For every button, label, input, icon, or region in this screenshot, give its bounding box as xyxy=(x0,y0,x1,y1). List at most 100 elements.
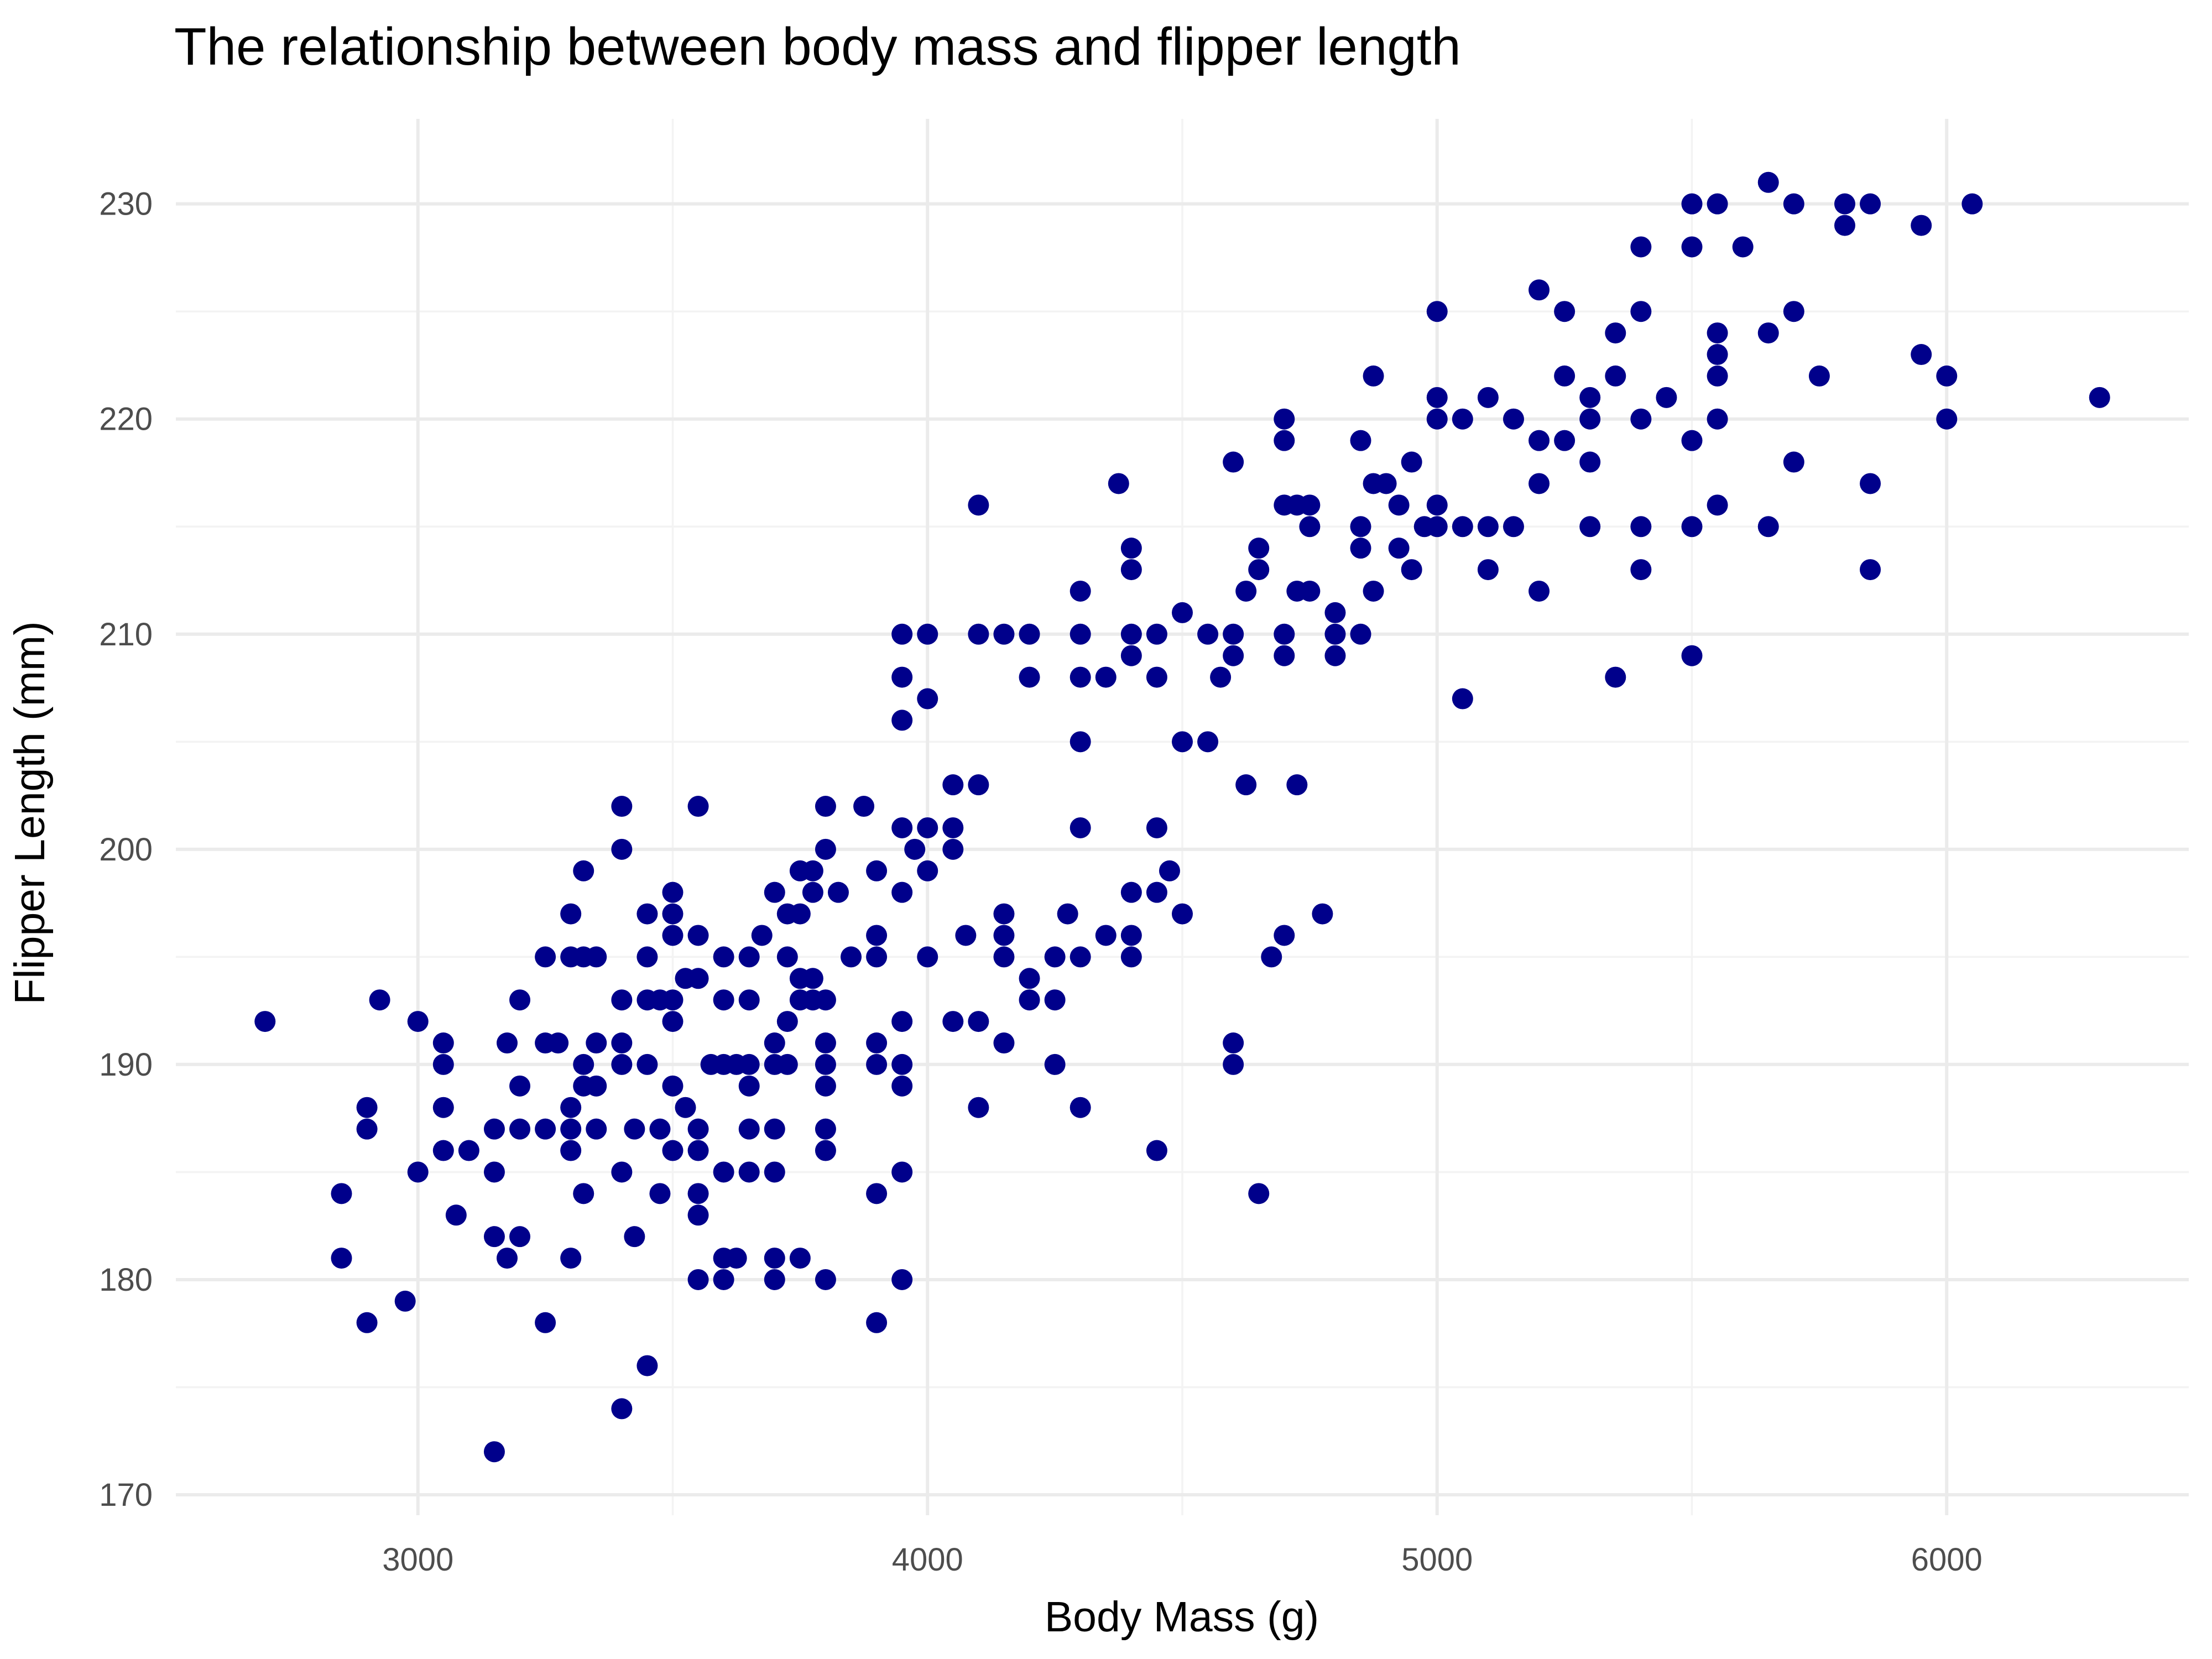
data-point xyxy=(1120,559,1142,581)
data-point xyxy=(1044,1053,1066,1075)
data-point xyxy=(1757,171,1779,193)
data-point xyxy=(1070,623,1091,645)
data-point xyxy=(891,1011,913,1032)
y-tick-label: 190 xyxy=(99,1047,153,1083)
data-point xyxy=(407,1161,429,1183)
data-point xyxy=(726,1248,747,1269)
data-point xyxy=(1248,559,1270,581)
data-point xyxy=(1070,946,1091,968)
data-point xyxy=(1554,301,1575,322)
data-point xyxy=(407,1011,429,1032)
data-point xyxy=(1120,946,1142,968)
data-point xyxy=(687,1183,709,1204)
data-point xyxy=(1120,623,1142,645)
data-point xyxy=(1783,193,1804,215)
data-point xyxy=(1528,430,1550,451)
data-points xyxy=(254,171,2110,1463)
data-point xyxy=(942,774,964,796)
data-point xyxy=(1120,538,1142,559)
data-point xyxy=(1707,193,1728,215)
data-point xyxy=(891,1269,913,1290)
data-point xyxy=(637,1355,658,1376)
data-point xyxy=(611,1053,633,1075)
data-point xyxy=(917,817,938,838)
data-point xyxy=(827,881,849,903)
data-point xyxy=(1911,215,1932,236)
data-point xyxy=(586,1032,607,1054)
data-point xyxy=(713,946,734,968)
data-point xyxy=(1095,925,1117,946)
data-point xyxy=(483,1441,505,1463)
data-point xyxy=(432,1053,454,1075)
data-point xyxy=(1426,516,1448,538)
data-point xyxy=(1961,193,1983,215)
data-point xyxy=(802,881,823,903)
data-point xyxy=(496,1032,518,1054)
data-point xyxy=(1274,430,1295,451)
data-point xyxy=(1095,666,1117,688)
data-point xyxy=(1401,451,1422,473)
data-point xyxy=(917,946,938,968)
data-point xyxy=(713,1269,734,1290)
data-point xyxy=(662,989,684,1011)
data-point xyxy=(1452,688,1473,709)
data-point xyxy=(624,1226,645,1248)
data-point xyxy=(432,1140,454,1161)
data-point xyxy=(1528,279,1550,301)
data-point xyxy=(738,1075,760,1097)
data-point xyxy=(662,1011,684,1032)
y-tick-label: 200 xyxy=(99,832,153,868)
data-point xyxy=(547,1032,569,1054)
data-point xyxy=(560,1118,582,1140)
data-point xyxy=(496,1248,518,1269)
data-point xyxy=(1324,602,1346,623)
data-point xyxy=(993,623,1015,645)
data-point xyxy=(1070,580,1091,602)
data-point xyxy=(815,1032,836,1054)
data-point xyxy=(968,774,989,796)
data-point xyxy=(509,1226,531,1248)
data-point xyxy=(687,968,709,989)
data-point xyxy=(1656,387,1677,408)
data-point xyxy=(1452,408,1473,430)
data-point xyxy=(445,1204,467,1226)
data-point xyxy=(1197,623,1219,645)
data-point xyxy=(891,881,913,903)
data-point xyxy=(2089,387,2110,408)
data-point xyxy=(1707,408,1728,430)
data-point xyxy=(356,1097,378,1118)
data-point xyxy=(432,1097,454,1118)
data-point xyxy=(1312,903,1333,925)
data-point xyxy=(968,494,989,516)
data-point xyxy=(687,925,709,946)
data-point xyxy=(942,838,964,860)
data-point xyxy=(841,946,862,968)
data-point xyxy=(1070,817,1091,838)
data-point xyxy=(1120,881,1142,903)
data-point xyxy=(356,1118,378,1140)
data-point xyxy=(1911,344,1932,366)
data-point xyxy=(764,1032,785,1054)
data-point xyxy=(483,1226,505,1248)
data-point xyxy=(993,1032,1015,1054)
data-point xyxy=(789,903,811,925)
data-point xyxy=(993,946,1015,968)
data-point xyxy=(1834,215,1855,236)
data-point xyxy=(802,860,823,881)
data-point xyxy=(891,709,913,731)
data-point xyxy=(1401,559,1422,581)
data-point xyxy=(1936,408,1958,430)
y-tick-label: 180 xyxy=(99,1262,153,1298)
data-point xyxy=(1554,365,1575,387)
data-point xyxy=(1070,731,1091,753)
data-point xyxy=(968,1097,989,1118)
data-point xyxy=(764,881,785,903)
data-point xyxy=(1732,236,1754,258)
data-point xyxy=(356,1312,378,1333)
data-point xyxy=(535,946,556,968)
data-point xyxy=(560,1097,582,1118)
data-point xyxy=(1286,774,1308,796)
y-tick-label: 170 xyxy=(99,1477,153,1513)
data-point xyxy=(1363,580,1384,602)
data-point xyxy=(483,1118,505,1140)
